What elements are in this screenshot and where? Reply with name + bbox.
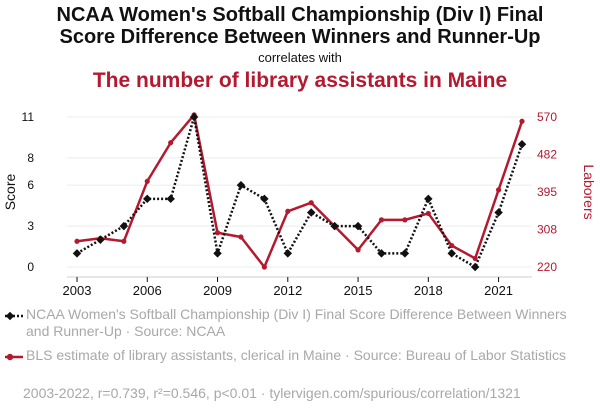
y-left-tick-label: 6 [27,178,34,192]
series-2-point [425,210,431,217]
series-2-point [519,118,525,124]
series-1-point [353,221,363,231]
y-right-tick-label: 570 [537,110,557,124]
y-right-axis-label: Laborers [581,164,597,219]
series-2-point [402,217,408,223]
x-tick-label: 2021 [484,283,513,298]
series-1-point [306,208,316,217]
series-2-point [495,187,502,193]
chart-subtitle: correlates with [258,50,342,65]
series-1-point [400,249,410,258]
series-1-point [72,249,82,258]
y-right-tick-label: 220 [537,260,557,274]
series-2-point [144,178,150,184]
series-1-point [213,249,222,258]
series-2-point [472,255,478,262]
series-1-point [424,194,433,204]
chart-footer: 2003-2022, r=0.739, r²=0.546, p<0.01 · t… [23,385,521,401]
legend-label-series-1: NCAA Women's Softball Championship (Div … [26,306,567,339]
y-left-tick-label: 0 [27,260,34,274]
y-left-axis-label: Score [2,174,18,211]
x-tick-label: 2015 [344,283,373,298]
series-1-point [96,235,105,244]
legend-swatch-solid-icon [5,353,23,361]
chart-second-title: The number of library assistants in Main… [92,69,508,92]
x-tick-label: 2003 [63,283,92,298]
series-1-line [76,116,524,269]
y-right-tick-label: 482 [537,148,557,162]
series-1-point [119,221,129,231]
series-1-point [143,194,152,204]
series-1-point [260,194,269,204]
series-1-point [517,140,527,149]
y-left-tick-label: 11 [22,110,35,124]
series-1-point [377,249,386,258]
series-2-point [378,217,385,223]
chart-title-line-1: NCAA Women's Softball Championship (Div … [56,4,544,26]
series-1-point [330,221,339,231]
legend-label-series-2: BLS estimate of library assistants, cler… [26,347,567,363]
series-1-point [494,208,503,217]
x-tick-label: 2006 [133,283,162,298]
series-2-point [238,234,244,240]
series-1-point [447,249,456,258]
series-2-point [308,200,314,206]
series-1-point [236,180,246,190]
y-right-tick-label: 308 [537,222,557,236]
series-2-point [285,208,291,214]
legend-swatch-dotted-icon [5,311,23,321]
series-2-point [168,140,174,146]
series-1-point [166,194,175,204]
x-tick-label: 2012 [273,283,302,298]
y-right-tick-label: 395 [537,185,557,199]
y-left-tick-label: 3 [27,219,34,233]
series-2-point [214,230,221,236]
series-1-point [470,262,480,272]
series-2-point [261,264,267,270]
series-1-point [189,112,199,122]
series-2-point [449,242,455,249]
chart-title-line-2: Score Difference Between Winners and Run… [59,26,541,48]
series-1-point [283,249,293,258]
x-tick-label: 2009 [203,283,232,298]
series-2-point [355,247,361,253]
y-left-tick-label: 8 [27,151,34,165]
series-2-line [76,113,524,269]
series-2-point [121,238,127,244]
series-2-point [74,238,80,244]
x-tick-label: 2018 [414,283,443,298]
